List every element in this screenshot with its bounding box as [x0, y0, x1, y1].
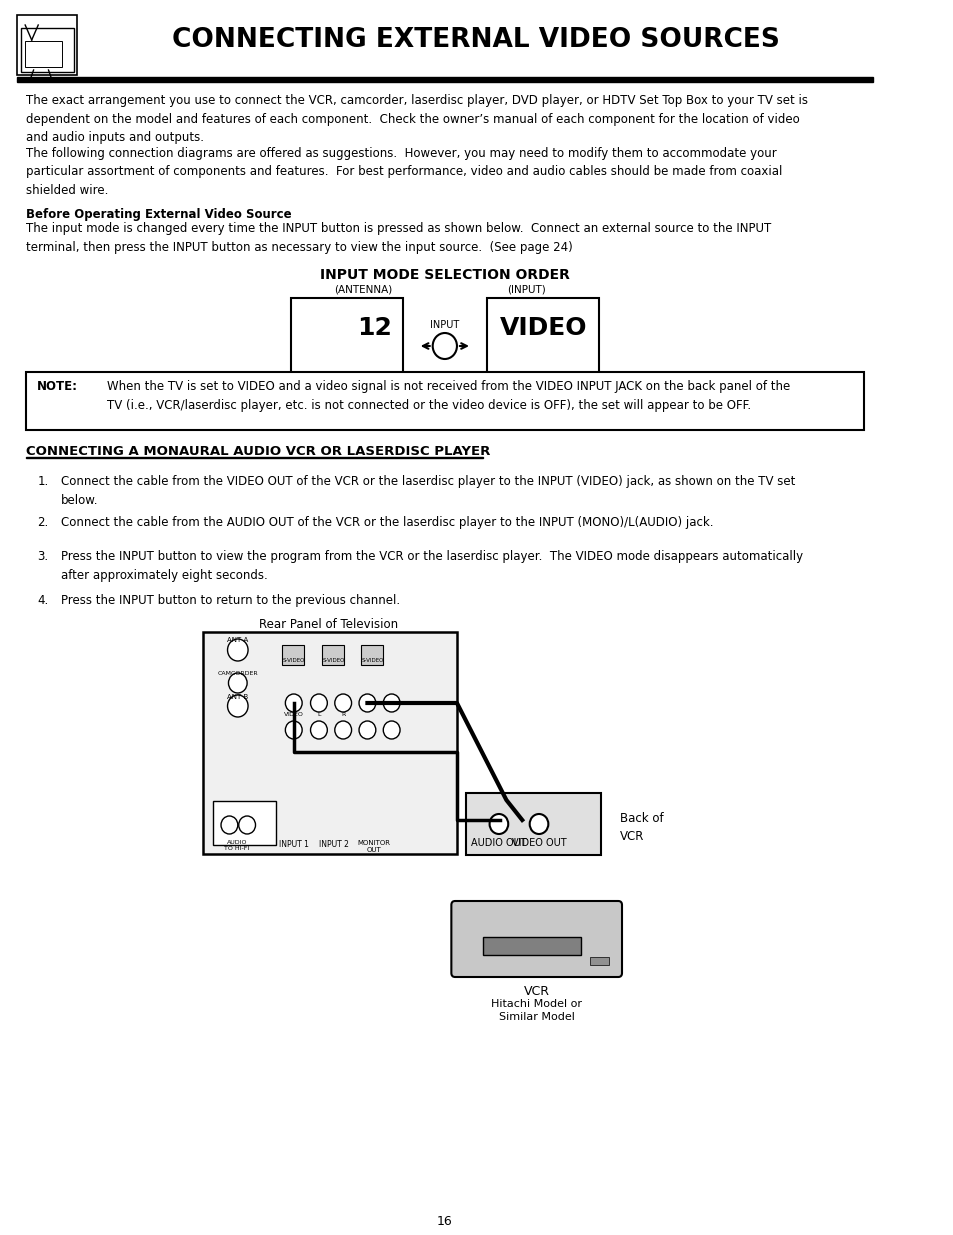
- Bar: [360, 645, 383, 664]
- Text: Press the INPUT button to return to the previous channel.: Press the INPUT button to return to the …: [61, 594, 399, 606]
- Text: 2.: 2.: [37, 516, 49, 529]
- Bar: [590, 957, 608, 965]
- Circle shape: [228, 638, 248, 661]
- Circle shape: [228, 695, 248, 718]
- Circle shape: [529, 814, 548, 834]
- Circle shape: [383, 721, 399, 739]
- Text: R: R: [340, 713, 345, 718]
- Text: S-VIDEO: S-VIDEO: [282, 658, 305, 663]
- Text: 16: 16: [436, 1215, 453, 1228]
- Circle shape: [285, 694, 302, 713]
- Text: S-VIDEO: S-VIDEO: [361, 658, 384, 663]
- Text: Press the INPUT button to view the program from the VCR or the laserdisc player.: Press the INPUT button to view the progr…: [61, 550, 801, 582]
- Bar: [17, 15, 77, 75]
- Bar: [466, 793, 600, 855]
- Text: INPUT: INPUT: [430, 320, 459, 330]
- Circle shape: [383, 694, 399, 713]
- Circle shape: [433, 333, 456, 359]
- Text: MONITOR
OUT: MONITOR OUT: [357, 840, 390, 853]
- FancyBboxPatch shape: [451, 902, 621, 977]
- Text: (ANTENNA): (ANTENNA): [334, 285, 392, 295]
- Text: Connect the cable from the VIDEO OUT of the VCR or the laserdisc player to the I: Connect the cable from the VIDEO OUT of …: [61, 475, 794, 506]
- Text: VIDEO OUT: VIDEO OUT: [511, 839, 566, 848]
- Text: 3.: 3.: [37, 550, 49, 563]
- Bar: [26, 457, 482, 458]
- Bar: [213, 802, 275, 845]
- Text: Before Operating External Video Source: Before Operating External Video Source: [26, 207, 292, 221]
- Text: The following connection diagrams are offered as suggestions.  However, you may : The following connection diagrams are of…: [26, 147, 781, 198]
- Bar: [26, 372, 862, 430]
- Text: CONNECTING EXTERNAL VIDEO SOURCES: CONNECTING EXTERNAL VIDEO SOURCES: [172, 27, 779, 53]
- Text: When the TV is set to VIDEO and a video signal is not received from the VIDEO IN: When the TV is set to VIDEO and a video …: [107, 380, 790, 411]
- Circle shape: [358, 721, 375, 739]
- Text: The exact arrangement you use to connect the VCR, camcorder, laserdisc player, D: The exact arrangement you use to connect…: [26, 94, 807, 144]
- Circle shape: [494, 815, 503, 825]
- Bar: [291, 298, 402, 378]
- Bar: [482, 937, 580, 955]
- Text: NOTE:: NOTE:: [37, 380, 78, 393]
- Circle shape: [238, 816, 255, 834]
- Text: S-VIDEO: S-VIDEO: [322, 658, 345, 663]
- Text: VIDEO: VIDEO: [283, 713, 303, 718]
- Bar: [25, 41, 62, 67]
- Text: Connect the cable from the AUDIO OUT of the VCR or the laserdisc player to the I: Connect the cable from the AUDIO OUT of …: [61, 516, 713, 529]
- Text: 1.: 1.: [37, 475, 49, 488]
- Bar: [486, 298, 598, 378]
- Circle shape: [311, 694, 327, 713]
- Text: The input mode is changed every time the INPUT button is pressed as shown below.: The input mode is changed every time the…: [26, 222, 771, 253]
- Bar: [21, 28, 73, 72]
- Text: INPUT MODE SELECTION ORDER: INPUT MODE SELECTION ORDER: [319, 268, 569, 282]
- Text: INPUT 1: INPUT 1: [278, 840, 309, 848]
- Circle shape: [496, 798, 505, 808]
- Text: AUDIO OUT: AUDIO OUT: [471, 839, 526, 848]
- Bar: [281, 645, 304, 664]
- Circle shape: [228, 673, 247, 693]
- Text: VCR: VCR: [523, 986, 549, 998]
- Text: Hitachi Model or
Similar Model: Hitachi Model or Similar Model: [491, 999, 581, 1023]
- Circle shape: [335, 721, 352, 739]
- Circle shape: [285, 721, 302, 739]
- Text: 4.: 4.: [37, 594, 49, 606]
- Circle shape: [335, 694, 352, 713]
- Bar: [321, 645, 344, 664]
- Text: Back of
VCR: Back of VCR: [619, 811, 663, 844]
- Text: Rear Panel of Television: Rear Panel of Television: [258, 618, 397, 631]
- Text: INPUT 2: INPUT 2: [318, 840, 349, 848]
- Text: ANT A: ANT A: [227, 637, 248, 643]
- Text: AUDIO
TO HI-FI: AUDIO TO HI-FI: [224, 840, 250, 851]
- Text: (INPUT): (INPUT): [507, 285, 546, 295]
- Bar: [203, 632, 456, 853]
- Text: ANT B: ANT B: [227, 694, 248, 700]
- Text: VIDEO: VIDEO: [499, 316, 587, 340]
- Circle shape: [489, 814, 508, 834]
- Text: 12: 12: [356, 316, 392, 340]
- Text: CONNECTING A MONAURAL AUDIO VCR OR LASERDISC PLAYER: CONNECTING A MONAURAL AUDIO VCR OR LASER…: [26, 445, 490, 458]
- Bar: [17, 77, 872, 82]
- Circle shape: [358, 694, 375, 713]
- Text: CAMCORDER: CAMCORDER: [217, 671, 258, 676]
- Text: L: L: [316, 713, 320, 718]
- Circle shape: [221, 816, 237, 834]
- Circle shape: [311, 721, 327, 739]
